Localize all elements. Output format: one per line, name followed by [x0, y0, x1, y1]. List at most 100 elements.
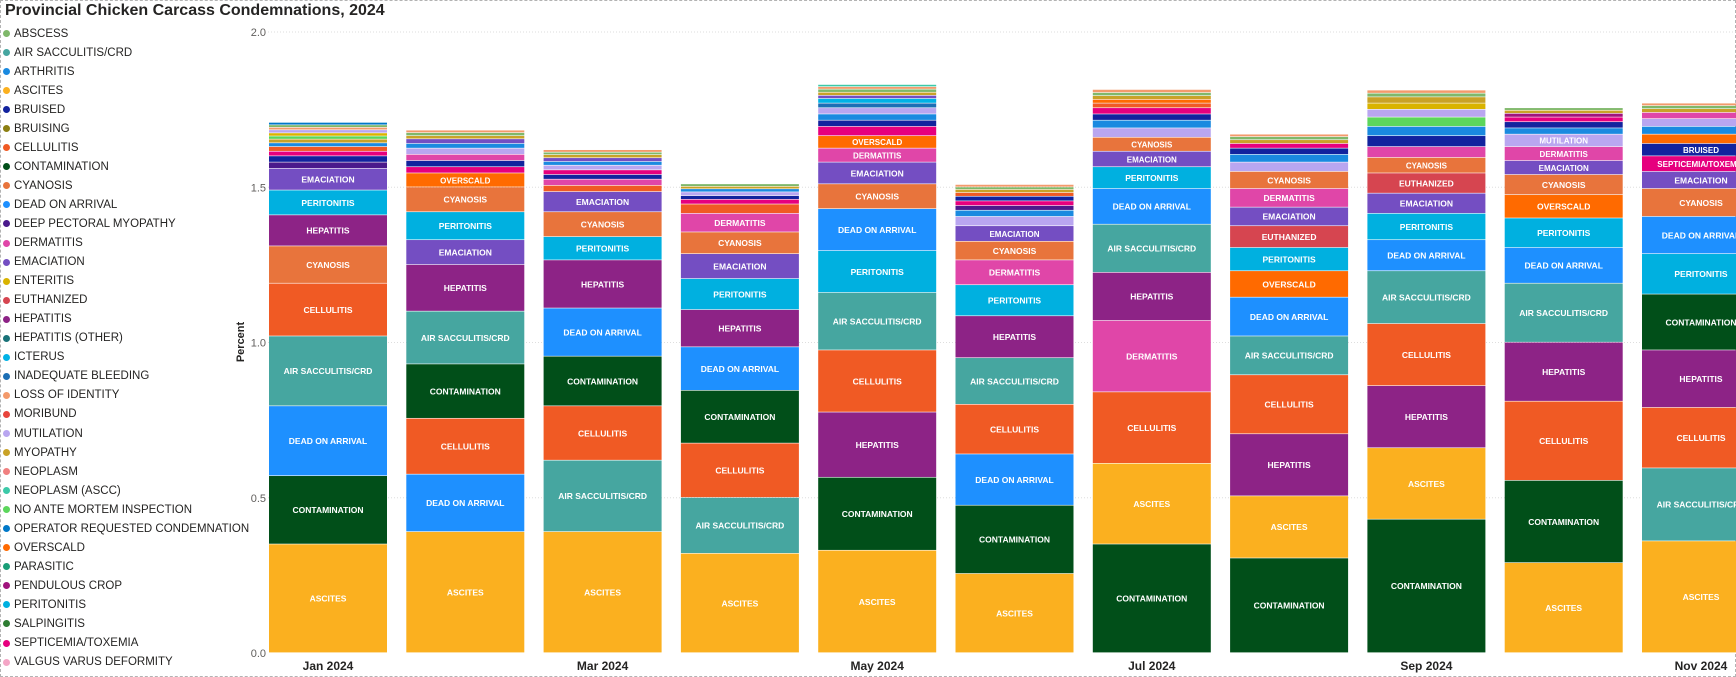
bar-segment[interactable] — [818, 89, 937, 92]
bar-segment[interactable] — [1230, 558, 1349, 653]
bar-segment[interactable] — [818, 184, 937, 209]
bar-segment[interactable] — [1092, 463, 1211, 544]
bar-segment[interactable] — [1367, 173, 1486, 193]
bar-segment[interactable] — [1230, 136, 1349, 140]
bar-segment[interactable] — [1092, 137, 1211, 151]
bar-segment[interactable] — [1092, 320, 1211, 392]
bar-segment[interactable] — [955, 404, 1074, 454]
bar-segment[interactable] — [818, 103, 937, 108]
bar-segment[interactable] — [1230, 375, 1349, 434]
bar-segment[interactable] — [269, 190, 387, 215]
bar-segment[interactable] — [1642, 188, 1736, 217]
bar-segment[interactable] — [955, 187, 1074, 190]
bar-segment[interactable] — [680, 278, 799, 310]
bar-segment[interactable] — [955, 454, 1074, 505]
bar-segment[interactable] — [818, 84, 937, 87]
bar-segment[interactable] — [269, 146, 387, 151]
bar-segment[interactable] — [1367, 240, 1486, 271]
bar-segment[interactable] — [1642, 109, 1736, 113]
bar-segment[interactable] — [818, 208, 937, 251]
bar-segment[interactable] — [818, 477, 937, 550]
bar-segment[interactable] — [1230, 171, 1349, 189]
bar-segment[interactable] — [1367, 146, 1486, 158]
bar-segment[interactable] — [1504, 117, 1623, 122]
bar-segment[interactable] — [680, 347, 799, 391]
bar-segment[interactable] — [1367, 97, 1486, 103]
bar-segment[interactable] — [955, 216, 1074, 226]
legend-item[interactable]: INADEQUATE BLEEDING — [3, 367, 233, 386]
bar-segment[interactable] — [543, 191, 662, 212]
bar-segment[interactable] — [406, 531, 525, 653]
bar-segment[interactable] — [406, 132, 525, 136]
bar-segment[interactable] — [818, 292, 937, 350]
bar-segment[interactable] — [955, 260, 1074, 285]
bar-segment[interactable] — [543, 460, 662, 532]
bar-segment[interactable] — [1367, 519, 1486, 653]
bar-segment[interactable] — [543, 212, 662, 237]
bar-segment[interactable] — [406, 364, 525, 418]
bar-segment[interactable] — [269, 133, 387, 136]
bar-segment[interactable] — [680, 309, 799, 347]
bar-segment[interactable] — [406, 474, 525, 532]
bar-segment[interactable] — [269, 151, 387, 156]
legend-item[interactable]: ASCITES — [3, 81, 233, 100]
bar-segment[interactable] — [543, 149, 662, 152]
bar-segment[interactable] — [1230, 188, 1349, 207]
bar-segment[interactable] — [1504, 562, 1623, 653]
bar-segment[interactable] — [1092, 103, 1211, 108]
bar-segment[interactable] — [1504, 160, 1623, 175]
legend-item[interactable]: VALGUS VARUS DEFORMITY — [3, 653, 233, 672]
bar-segment[interactable] — [1092, 167, 1211, 189]
bar-segment[interactable] — [1092, 92, 1211, 96]
bar-segment[interactable] — [543, 406, 662, 460]
bar-segment[interactable] — [1504, 195, 1623, 218]
legend-item[interactable]: DEAD ON ARRIVAL — [3, 195, 233, 214]
bar-segment[interactable] — [1642, 254, 1736, 294]
bar-segment[interactable] — [680, 199, 799, 204]
bar-segment[interactable] — [1504, 108, 1623, 110]
bar-segment[interactable] — [1504, 110, 1623, 114]
bar-segment[interactable] — [1642, 118, 1736, 127]
bar-segment[interactable] — [1642, 126, 1736, 134]
legend-item[interactable]: BRUISED — [3, 100, 233, 119]
bar-segment[interactable] — [1230, 226, 1349, 248]
bar-segment[interactable] — [1504, 134, 1623, 147]
bar-segment[interactable] — [1367, 323, 1486, 386]
legend-item[interactable]: MYOPATHY — [3, 443, 233, 462]
legend-item[interactable]: OPERATOR REQUESTED CONDEMNATION — [3, 519, 249, 538]
bar-segment[interactable] — [269, 168, 387, 190]
bar-segment[interactable] — [818, 95, 937, 99]
bar-segment[interactable] — [1367, 136, 1486, 147]
bar-segment[interactable] — [406, 154, 525, 161]
bar-segment[interactable] — [269, 125, 387, 128]
legend-item[interactable]: DEEP PECTORAL MYOPATHY — [3, 214, 233, 233]
bar-segment[interactable] — [818, 120, 937, 127]
bar-segment[interactable] — [818, 108, 937, 114]
bar-segment[interactable] — [1642, 171, 1736, 189]
bar-segment[interactable] — [1230, 496, 1349, 558]
bar-segment[interactable] — [955, 358, 1074, 404]
bar-segment[interactable] — [1504, 480, 1623, 563]
bar-segment[interactable] — [1642, 105, 1736, 109]
bar-segment[interactable] — [1092, 272, 1211, 321]
bar-segment[interactable] — [955, 226, 1074, 241]
bar-segment[interactable] — [955, 189, 1074, 193]
legend-item[interactable]: HEPATITIS — [3, 310, 233, 329]
bar-segment[interactable] — [406, 160, 525, 167]
bar-segment[interactable] — [1642, 294, 1736, 350]
bar-segment[interactable] — [406, 139, 525, 144]
bar-segment[interactable] — [1092, 224, 1211, 273]
bar-segment[interactable] — [269, 162, 387, 169]
bar-segment[interactable] — [543, 179, 662, 186]
bar-segment[interactable] — [1230, 247, 1349, 271]
bar-segment[interactable] — [543, 531, 662, 653]
bar-segment[interactable] — [1504, 146, 1623, 161]
bar-segment[interactable] — [680, 195, 799, 200]
bar-segment[interactable] — [1642, 407, 1736, 468]
bar-segment[interactable] — [406, 240, 525, 265]
bar-segment[interactable] — [818, 550, 937, 653]
bar-segment[interactable] — [818, 250, 937, 293]
bar-segment[interactable] — [406, 187, 525, 212]
bar-segment[interactable] — [1642, 468, 1736, 541]
bar-segment[interactable] — [543, 236, 662, 260]
